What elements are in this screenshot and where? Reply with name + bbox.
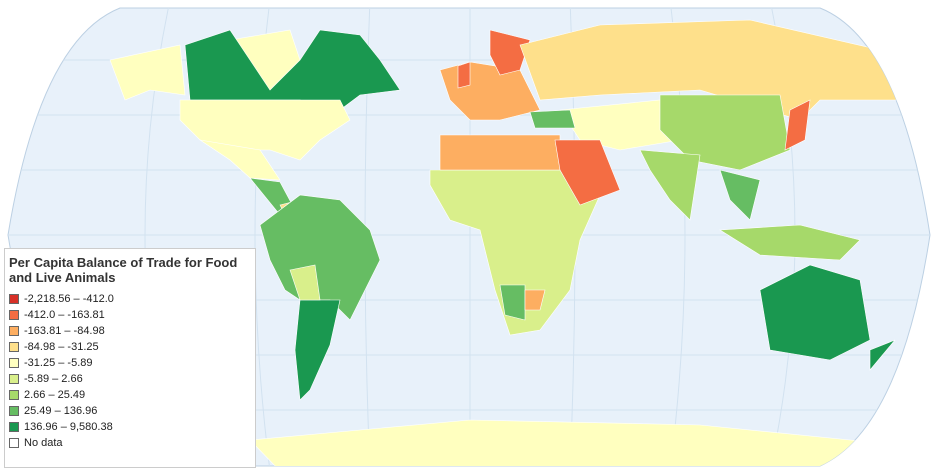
legend-item: -5.89 – 2.66 (9, 371, 251, 387)
legend-item: 25.49 – 136.96 (9, 403, 251, 419)
legend-swatch (9, 310, 19, 320)
legend-swatch (9, 438, 19, 448)
legend-swatch (9, 342, 19, 352)
legend-item: No data (9, 435, 251, 451)
legend-label: No data (24, 437, 63, 449)
legend-swatch (9, 406, 19, 416)
legend: Per Capita Balance of Trade for Food and… (4, 248, 256, 468)
legend-label: -163.81 – -84.98 (24, 325, 105, 337)
legend-swatch (9, 422, 19, 432)
legend-label: 136.96 – 9,580.38 (24, 421, 113, 433)
legend-label: 25.49 – 136.96 (24, 405, 98, 417)
legend-swatch (9, 326, 19, 336)
legend-label: -84.98 – -31.25 (24, 341, 99, 353)
legend-swatch (9, 390, 19, 400)
legend-label: -31.25 – -5.89 (24, 357, 93, 369)
legend-item: -412.0 – -163.81 (9, 307, 251, 323)
legend-label: -412.0 – -163.81 (24, 309, 105, 321)
legend-item: -31.25 – -5.89 (9, 355, 251, 371)
legend-swatch (9, 294, 19, 304)
legend-label: 2.66 – 25.49 (24, 389, 86, 401)
legend-label: -2,218.56 – -412.0 (24, 293, 114, 305)
legend-swatch (9, 374, 19, 384)
legend-title: Per Capita Balance of Trade for Food and… (9, 255, 238, 285)
legend-item: 136.96 – 9,580.38 (9, 419, 251, 435)
legend-item: -163.81 – -84.98 (9, 323, 251, 339)
legend-item: -84.98 – -31.25 (9, 339, 251, 355)
countries (109, 19, 901, 466)
legend-label: -5.89 – 2.66 (24, 373, 83, 385)
legend-item: -2,218.56 – -412.0 (9, 291, 251, 307)
legend-item: 2.66 – 25.49 (9, 387, 251, 403)
legend-swatch (9, 358, 19, 368)
